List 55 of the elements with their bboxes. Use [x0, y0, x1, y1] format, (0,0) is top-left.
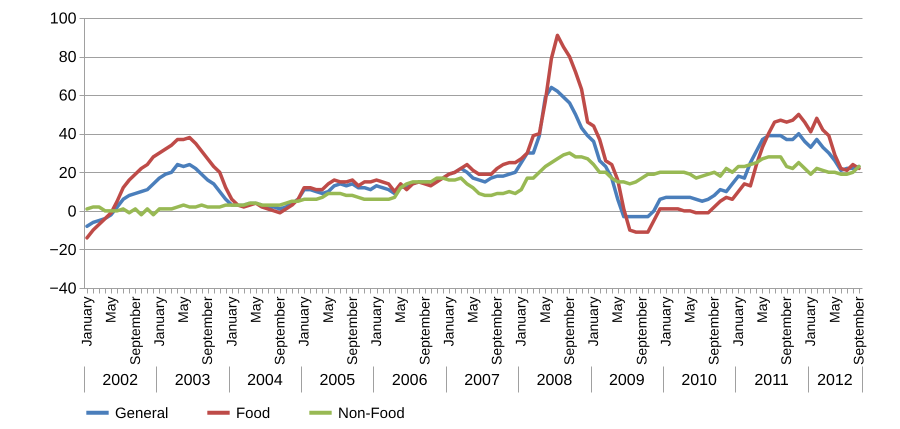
text: 2007: [464, 372, 500, 389]
x-tick-label: May: [320, 296, 336, 323]
text: 2011: [754, 372, 789, 389]
text: 2004: [247, 372, 283, 389]
x-tick-label: September: [633, 296, 650, 365]
y-tick-label: −40: [49, 280, 77, 298]
x-tick-label: May: [609, 296, 626, 323]
x-tick-label: January: [440, 296, 456, 346]
x-tick-label: May: [826, 296, 842, 323]
text: 2002: [102, 372, 138, 389]
legend-label: General: [115, 404, 168, 422]
x-tick-label: September: [488, 296, 505, 365]
x-tick-label: January: [150, 296, 167, 346]
text: 2003: [174, 372, 210, 389]
x-tick-label: January: [802, 296, 818, 346]
x-tick-label: January: [657, 296, 674, 346]
text: 2012: [817, 372, 853, 389]
x-tick-label: May: [754, 296, 770, 323]
text: 2005: [320, 372, 356, 389]
y-tick-label: 40: [58, 126, 77, 144]
x-tick-label: September: [126, 296, 143, 365]
x-tick-label: September: [199, 296, 216, 365]
x-tick-label: January: [368, 296, 384, 346]
x-tick-label: May: [247, 296, 264, 323]
x-tick-label: May: [536, 296, 553, 323]
x-tick-label: May: [102, 296, 119, 323]
x-tick-label: May: [464, 296, 480, 323]
x-tick-label: May: [682, 296, 698, 323]
x-tick-label: September: [272, 296, 288, 365]
text: 2010: [681, 372, 718, 389]
x-tick-label: January: [78, 296, 95, 346]
y-tick-label: 0: [68, 203, 77, 220]
x-tick-label: May: [392, 296, 408, 323]
text: 2009: [608, 372, 645, 389]
x-tick-label: January: [296, 296, 312, 346]
text: 2006: [392, 372, 428, 389]
x-tick-label: September: [706, 296, 722, 365]
y-tick-label: 60: [58, 88, 77, 105]
legend-label: Food: [236, 404, 270, 422]
x-tick-label: January: [585, 296, 602, 346]
y-tick-label: −20: [49, 242, 77, 259]
x-tick-label: January: [730, 296, 746, 346]
x-tick-label: September: [778, 296, 794, 365]
x-tick-label: September: [416, 296, 432, 365]
x-tick-label: May: [175, 296, 192, 323]
text: 2008: [536, 372, 572, 389]
legend-label: Non-Food: [338, 404, 405, 422]
x-tick-label: January: [512, 296, 529, 346]
x-tick-label: September: [850, 296, 866, 365]
x-tick-label: September: [344, 296, 360, 365]
x-tick-label: January: [223, 296, 240, 346]
y-tick-label: 80: [58, 49, 77, 66]
y-tick-label: 20: [58, 164, 77, 182]
y-tick-label: 100: [50, 10, 77, 28]
x-tick-label: September: [560, 296, 577, 365]
